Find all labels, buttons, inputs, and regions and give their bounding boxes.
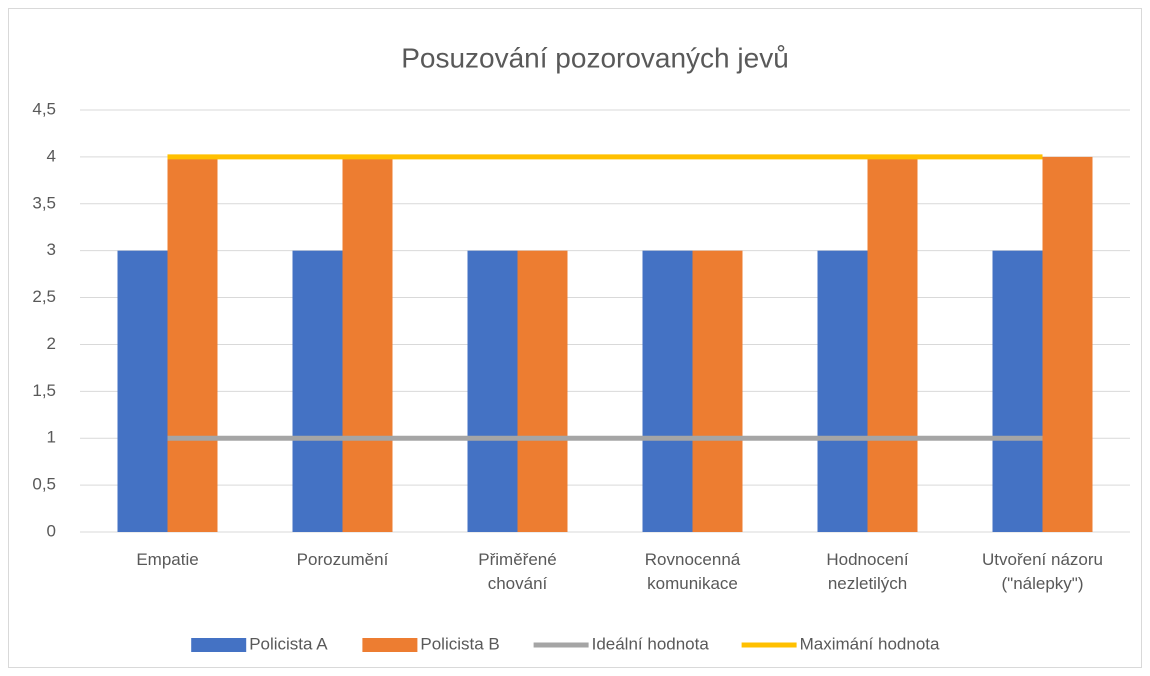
x-tick-label: Porozumění <box>296 550 389 569</box>
bar <box>992 250 1043 532</box>
legend-swatch <box>362 638 418 652</box>
bar <box>167 156 218 532</box>
y-tick-label: 3 <box>47 240 56 259</box>
bar <box>342 156 393 532</box>
y-tick-label: 3,5 <box>32 193 56 212</box>
bar <box>292 250 343 532</box>
y-tick-label: 0 <box>47 521 56 540</box>
y-tick-label: 4 <box>47 146 56 165</box>
chart-title: Posuzování pozorovaných jevů <box>401 42 789 73</box>
bar <box>1042 156 1093 532</box>
x-tick-label: Přiměřené chování <box>478 550 557 593</box>
y-tick-label: 0,5 <box>32 475 56 494</box>
legend-label: Maximání hodnota <box>800 634 940 653</box>
y-tick-label: 1 <box>47 428 56 447</box>
x-tick-label: Hodnocení nezletilých <box>826 550 909 593</box>
y-tick-label: 2,5 <box>32 287 56 306</box>
bar <box>467 250 518 532</box>
y-tick-label: 1,5 <box>32 381 56 400</box>
legend-swatch <box>191 638 247 652</box>
bar <box>817 250 868 532</box>
bar <box>642 250 693 532</box>
y-tick-label: 4,5 <box>32 99 56 118</box>
x-tick-label: Rovnocenná komunikace <box>644 550 741 593</box>
bar <box>117 250 168 532</box>
bar <box>867 156 918 532</box>
legend-label: Policista A <box>249 634 328 653</box>
x-tick-label: Utvoření názoru ("nálepky") <box>982 550 1103 593</box>
legend-label: Ideální hodnota <box>592 634 710 653</box>
y-tick-label: 2 <box>47 334 56 353</box>
bar <box>517 250 568 532</box>
x-tick-label: Empatie <box>136 550 199 569</box>
bar <box>692 250 743 532</box>
legend-label: Policista B <box>420 634 499 653</box>
